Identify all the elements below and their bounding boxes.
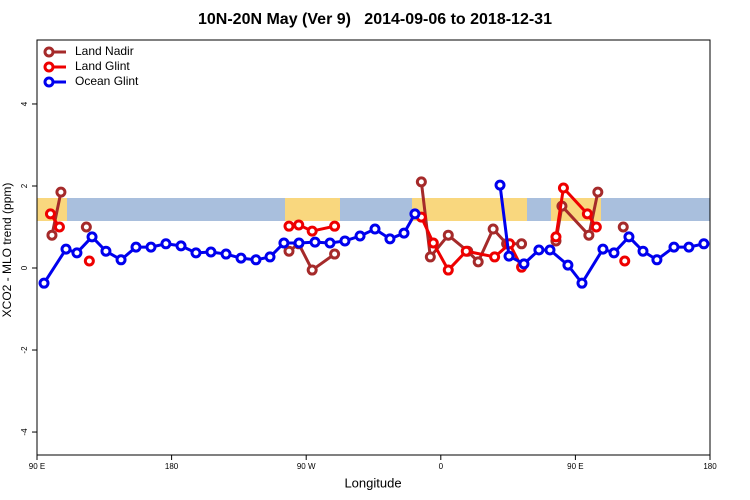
data-point — [293, 219, 305, 231]
data-point — [60, 243, 72, 255]
y-tick-label: 4 — [20, 101, 29, 106]
data-point — [80, 221, 92, 233]
data-point — [46, 229, 58, 241]
data-point — [533, 244, 545, 256]
data-point — [100, 245, 112, 257]
data-point — [306, 225, 318, 237]
x-axis-label: Longitude — [344, 475, 401, 490]
data-point — [354, 230, 366, 242]
data-point — [442, 264, 454, 276]
data-point — [83, 255, 95, 267]
map-land — [285, 198, 340, 221]
data-point — [544, 244, 556, 256]
data-point — [698, 238, 710, 250]
data-point — [293, 237, 305, 249]
data-point — [592, 186, 604, 198]
x-tick-label: 180 — [165, 462, 179, 471]
data-point — [309, 236, 321, 248]
data-point — [264, 251, 276, 263]
data-point — [306, 264, 318, 276]
legend-label: Ocean Glint — [75, 74, 139, 88]
y-tick-label: 0 — [20, 265, 29, 270]
data-point — [623, 231, 635, 243]
legend-marker — [43, 46, 55, 58]
data-point — [339, 235, 351, 247]
data-point — [278, 237, 290, 249]
data-point — [190, 247, 202, 259]
data-point — [487, 223, 499, 235]
data-point — [516, 238, 528, 250]
data-point — [442, 229, 454, 241]
data-point — [283, 220, 295, 232]
y-tick-label: -2 — [20, 346, 29, 354]
data-point — [369, 223, 381, 235]
data-point — [145, 241, 157, 253]
data-point — [175, 240, 187, 252]
data-point — [409, 208, 421, 220]
data-point — [283, 245, 295, 257]
data-point — [86, 231, 98, 243]
map-land — [412, 198, 527, 221]
x-tick-label: 90 W — [297, 462, 316, 471]
data-point — [562, 259, 574, 271]
data-point — [324, 237, 336, 249]
data-point — [71, 247, 83, 259]
data-point — [130, 241, 142, 253]
chart-title: 10N-20N May (Ver 9) 2014-09-06 to 2018-1… — [198, 11, 552, 28]
data-point — [384, 233, 396, 245]
data-point — [619, 255, 631, 267]
legend-label: Land Glint — [75, 59, 130, 73]
data-point — [576, 277, 588, 289]
data-point — [472, 256, 484, 268]
legend-marker — [43, 76, 55, 88]
x-tick-label: 90 E — [567, 462, 583, 471]
y-axis-label: XCO2 - MLO trend (ppm) — [0, 183, 14, 318]
data-point — [329, 220, 341, 232]
map-ocean — [37, 198, 710, 221]
data-point — [557, 182, 569, 194]
x-tick-label: 90 E — [29, 462, 45, 471]
data-point — [44, 208, 56, 220]
data-point — [250, 254, 262, 266]
data-point — [617, 221, 629, 233]
data-point — [235, 252, 247, 264]
data-point — [460, 245, 472, 257]
data-point — [518, 258, 530, 270]
data-point — [53, 221, 65, 233]
legend-marker — [43, 61, 55, 73]
data-point — [38, 277, 50, 289]
map-strip — [37, 198, 710, 221]
data-point — [583, 229, 595, 241]
data-point — [160, 238, 172, 250]
data-point — [55, 186, 67, 198]
data-point — [205, 246, 217, 258]
data-point — [608, 247, 620, 259]
y-tick-label: 2 — [20, 183, 29, 188]
plot-frame — [36, 39, 711, 456]
data-point — [590, 221, 602, 233]
data-point — [427, 237, 439, 249]
data-point — [550, 231, 562, 243]
data-point — [637, 245, 649, 257]
x-tick-label: 0 — [439, 462, 444, 471]
data-point — [424, 251, 436, 263]
data-point — [494, 179, 506, 191]
x-tick-label: 180 — [703, 462, 717, 471]
data-point — [581, 208, 593, 220]
data-point — [489, 251, 501, 263]
data-point — [398, 227, 410, 239]
y-tick-label: -4 — [20, 428, 29, 436]
data-point — [503, 250, 515, 262]
data-point — [329, 248, 341, 260]
data-point — [651, 254, 663, 266]
data-point — [668, 241, 680, 253]
data-point — [415, 176, 427, 188]
data-point — [115, 254, 127, 266]
data-point — [683, 241, 695, 253]
legend-label: Land Nadir — [75, 44, 134, 58]
data-point — [597, 243, 609, 255]
data-point — [220, 248, 232, 260]
